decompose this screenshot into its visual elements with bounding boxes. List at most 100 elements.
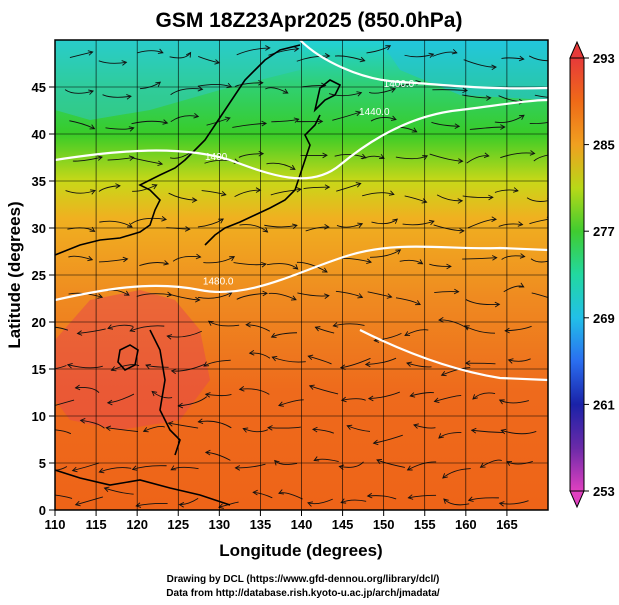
streamline-arrow [324,293,330,299]
contour-label-partial: 1400 [205,152,228,163]
coast-asia [55,44,301,256]
streamline [99,220,133,228]
streamline [137,50,164,54]
streamline-arrow [517,221,524,227]
streamline [55,494,73,499]
streamline-arrow [197,418,204,424]
coast-borneo [55,469,231,506]
streamline [72,156,103,162]
streamline-arrow [261,261,267,268]
streamline-arrow [518,114,525,120]
streamline-arrow [197,85,204,92]
streamline-arrow [278,489,284,495]
streamline [274,460,298,465]
streamline-arrow [513,187,519,193]
streamline-arrow [307,501,313,507]
streamline-arrow [163,260,170,266]
streamline-arrow [71,466,78,473]
streamline [132,465,167,470]
streamline [404,53,434,58]
streamline [443,498,470,506]
streamline-arrow [145,363,151,370]
streamline-arrow [385,45,392,51]
streamline [69,51,93,59]
streamline [239,388,270,395]
streamline [106,427,139,433]
streamline-arrow [234,465,241,471]
streamline [268,48,299,56]
streamline [367,495,397,500]
streamline [105,127,134,130]
streamline-arrow [265,45,271,51]
streamline-arrow [366,492,373,499]
streamline [98,258,128,263]
streamline [462,94,491,99]
streamline [465,362,496,365]
streamline [406,362,432,368]
contour-label: 1440.0 [359,107,390,118]
warm-pool [55,290,210,430]
streamline [278,399,304,406]
streamline-arrow [459,228,465,234]
streamline-arrow [74,384,81,391]
height-contours [55,40,548,382]
streamline [68,255,93,261]
streamline [469,126,505,130]
y-tick-label: 45 [32,80,46,95]
streamline-arrow [292,223,298,229]
streamline [198,420,232,429]
streamline [465,299,500,306]
colorbar-tick-label: 253 [593,484,615,499]
colorbar-top-extend [569,40,585,59]
streamline-arrow [500,428,507,435]
streamline [205,393,232,397]
streamline-arrow [317,118,324,125]
streamline [102,94,132,98]
streamline-arrow [89,124,96,130]
streamline-arrow [324,224,330,230]
streamline-arrow [170,368,177,375]
streamline-arrow [454,123,461,129]
streamline-arrow [488,194,494,201]
streamline [272,356,306,363]
streamline [399,259,423,265]
streamline [434,394,462,402]
streamline [508,358,531,362]
colorbar-body [569,57,585,492]
streamline-arrow [142,427,149,433]
streamline [80,419,105,429]
streamline-arrow [220,190,227,197]
colorbar-tick-label: 293 [593,51,615,66]
streamline-arrow [467,496,474,502]
streamline [441,367,471,376]
cold-region-ne [380,40,548,100]
streamline-arrow [87,50,94,56]
streamline-arrow [470,427,477,434]
x-tick-label: 155 [414,517,436,532]
streamline-arrow [79,418,86,424]
streamline [471,429,504,433]
streamline [296,261,328,273]
x-tick-label: 165 [496,517,518,532]
streamline-arrow [229,256,236,262]
streamline-arrow [123,290,130,296]
x-tick-label: 150 [373,517,395,532]
x-tick-label: 110 [45,517,66,532]
streamline-arrow [451,49,458,55]
y-tick-label: 10 [32,409,46,424]
streamline [376,459,405,468]
streamline [366,45,391,54]
streamline-arrow [74,500,81,507]
streamline [408,494,437,499]
streamline [334,154,366,159]
streamline [335,290,363,298]
x-axis-ticks: 110 115 120 125 130 135 140 145 150 155 160 165 [45,510,518,532]
streamline [168,293,200,301]
streamline [463,59,497,68]
streamline-arrow [483,152,490,159]
streamline [309,385,339,395]
streamline [312,428,334,434]
streamline [203,359,231,367]
contour-1480 [55,245,548,302]
streamline-arrow [519,253,526,259]
